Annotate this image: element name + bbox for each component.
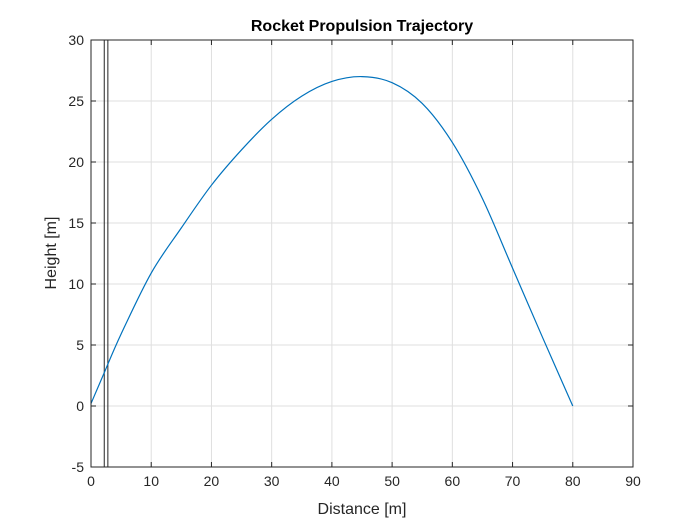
y-tick-label: -5 [72, 459, 85, 475]
chart-title: Rocket Propulsion Trajectory [251, 18, 473, 35]
trajectory-line [90, 75, 574, 407]
x-tick-label: 70 [505, 473, 521, 489]
x-tick-label: 60 [445, 473, 461, 489]
y-tick-label: 25 [68, 93, 84, 109]
y-tick-labels: -5 0 5 10 15 20 25 30 [68, 32, 84, 475]
x-tick-label: 10 [143, 473, 159, 489]
x-tick-label: 50 [384, 473, 400, 489]
y-tick-label: 10 [68, 276, 84, 292]
plot-area-frame [90, 39, 634, 468]
y-tick-label: 0 [76, 398, 84, 414]
x-tick-label: 0 [87, 473, 95, 489]
x-tick-label: 30 [264, 473, 280, 489]
plot-area-background [91, 40, 633, 467]
x-tick-labels: 0 10 20 30 40 50 60 70 80 90 [87, 473, 641, 489]
tick-marks [90, 39, 634, 468]
x-tick-label: 90 [625, 473, 641, 489]
x-tick-label: 80 [565, 473, 581, 489]
y-tick-label: 20 [68, 154, 84, 170]
y-tick-label: 30 [68, 32, 84, 48]
series-layer [90, 75, 574, 407]
y-axis-label: Height [m] [43, 217, 60, 290]
x-axis-label: Distance [m] [318, 501, 407, 518]
x-tick-label: 20 [204, 473, 220, 489]
y-tick-label: 5 [76, 337, 84, 353]
vertical-marker-lines [103, 40, 109, 467]
x-tick-label: 40 [324, 473, 340, 489]
y-tick-label: 15 [68, 215, 84, 231]
